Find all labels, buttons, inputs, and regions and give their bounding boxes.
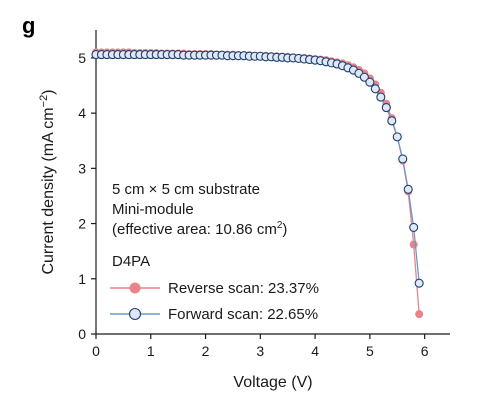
y-tick-label: 0 [78, 326, 86, 342]
series-line [96, 53, 420, 284]
annotation-line-3: (effective area: 10.86 cm2) [112, 220, 287, 238]
x-tick-label: 1 [147, 343, 155, 359]
data-point [376, 92, 386, 102]
data-point [381, 103, 391, 113]
y-tick-label: 5 [78, 50, 86, 66]
annotation-line-1: 5 cm × 5 cm substrate [112, 181, 260, 198]
data-point [414, 278, 424, 288]
y-axis-title-sup: −2 [38, 95, 50, 108]
x-tick-label: 5 [366, 343, 374, 359]
y-axis-title: Current density (mA cm−2) [38, 89, 57, 274]
x-tick-label: 6 [421, 343, 429, 359]
annotation-line-3-main: (effective area: 10.86 cm [112, 221, 277, 238]
panel-label: g [22, 13, 35, 38]
ticks: 0 1 2 3 4 5 6 0 1 2 3 4 5 [78, 50, 429, 359]
y-tick-label: 3 [78, 160, 86, 176]
x-tick-label: 2 [202, 343, 210, 359]
annotation-line-2: Mini-module [112, 201, 194, 218]
data-point [403, 184, 413, 194]
legend-label: Reverse scan: 23.37% [168, 280, 319, 297]
annotation-line-3-end: ) [282, 221, 287, 238]
data-point [370, 84, 380, 94]
series-layer [91, 48, 424, 319]
x-axis-title: Voltage (V) [233, 374, 312, 391]
data-point [392, 132, 402, 142]
y-tick-label: 4 [78, 105, 86, 121]
data-point [365, 77, 375, 87]
legend: D4PA Reverse scan: 23.37% Forward scan: 2… [110, 253, 319, 323]
legend-marker [128, 307, 142, 321]
legend-title: D4PA [112, 253, 150, 270]
x-tick-label: 0 [92, 343, 100, 359]
annotation-line-3-sup: 2 [277, 220, 283, 231]
y-tick-label: 1 [78, 271, 86, 287]
data-point [398, 154, 408, 164]
data-point [409, 240, 418, 249]
data-point [409, 222, 419, 232]
data-point [415, 310, 424, 319]
x-tick-label: 4 [311, 343, 319, 359]
data-point [387, 116, 397, 126]
y-axis-title-main: Current density (mA cm [40, 107, 57, 274]
legend-label: Forward scan: 22.65% [168, 306, 318, 323]
legend-item-2: Forward scan: 22.65% [110, 306, 318, 323]
legend-item-1: Reverse scan: 23.37% [110, 280, 319, 297]
y-tick-label: 2 [78, 216, 86, 232]
data-point [359, 72, 369, 82]
legend-marker [129, 282, 141, 294]
y-axis-title-end: ) [40, 89, 57, 94]
series-2 [91, 50, 424, 288]
axes [95, 30, 450, 335]
chart-annotation: 5 cm × 5 cm substrate Mini-module (effec… [112, 181, 287, 238]
x-tick-label: 3 [256, 343, 264, 359]
